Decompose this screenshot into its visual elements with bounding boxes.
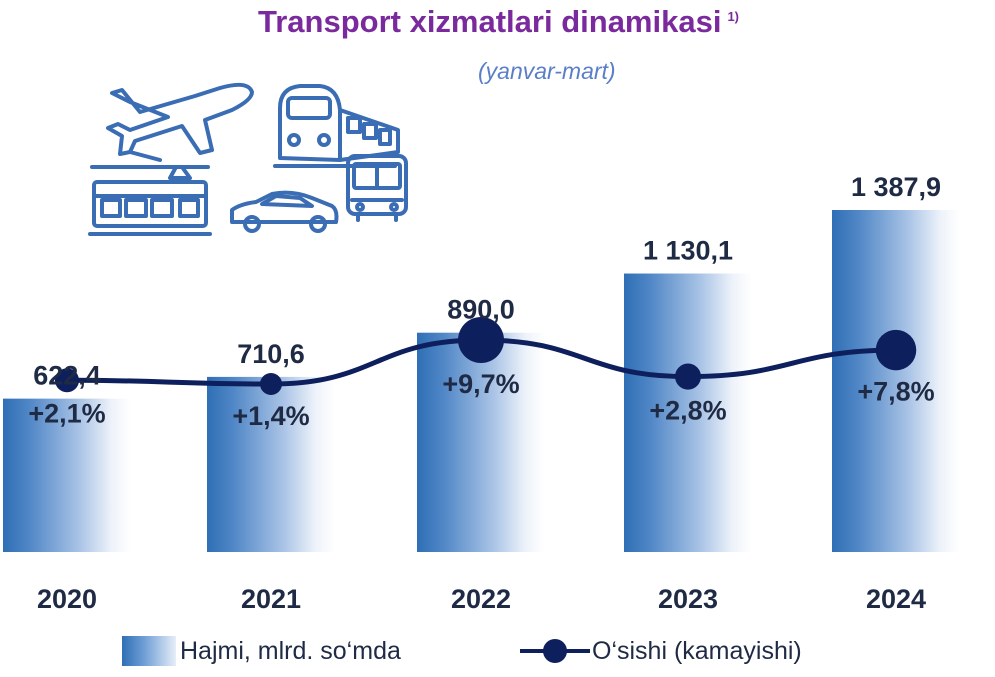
growth-label-2023: +2,8%: [649, 396, 726, 426]
growth-label-2022: +9,7%: [442, 369, 519, 399]
growth-point-2020: [54, 368, 80, 393]
chart-title: Transport xizmatlari dinamikasi 1): [258, 4, 739, 40]
bar-value-label-2022: 890,0: [447, 295, 515, 325]
bar-value-label-2024: 1 387,9: [851, 172, 941, 202]
chart-subtitle: (yanvar-mart): [478, 58, 616, 84]
airplane-icon: [106, 82, 254, 162]
car-icon: [230, 190, 339, 233]
x-tick-label-2020: 2020: [37, 584, 97, 614]
tram-icon: [88, 165, 212, 236]
chart-title-text: Transport xizmatlari dinamikasi: [258, 4, 722, 39]
legend-label-growth: O‘sishi (kamayishi): [592, 636, 802, 665]
bar-2020: [3, 398, 131, 552]
growth-label-2024: +7,8%: [857, 376, 934, 406]
bar-2024: [832, 210, 960, 552]
bar-2021: [207, 376, 335, 552]
legend-item-volume: Hajmi, mlrd. so‘mda: [122, 632, 401, 670]
growth-point-2023: [674, 363, 702, 390]
legend-item-growth: O‘sishi (kamayishi): [520, 632, 802, 670]
bar-2023: [624, 273, 752, 552]
legend-swatch-line: [520, 636, 590, 666]
bar-2022: [417, 332, 545, 552]
x-tick-label-2022: 2022: [451, 584, 511, 614]
bar-value-label-2021: 710,6: [237, 339, 305, 369]
bar-value-label-2020: 622,4: [33, 361, 101, 391]
growth-point-2022: [458, 317, 504, 363]
growth-label-2021: +1,4%: [232, 401, 309, 431]
x-tick-label-2021: 2021: [241, 584, 301, 614]
x-tick-label-2024: 2024: [866, 584, 926, 614]
growth-point-2024: [875, 329, 917, 371]
bar-value-label-2023: 1 130,1: [643, 236, 733, 266]
legend-swatch-bar: [122, 636, 176, 666]
growth-label-2020: +2,1%: [28, 398, 105, 428]
bus-icon: [346, 154, 408, 222]
growth-point-2021: [260, 373, 282, 395]
train-icon: [273, 84, 400, 168]
legend-label-volume: Hajmi, mlrd. so‘mda: [180, 636, 401, 665]
title-footnote-marker: 1): [727, 8, 740, 24]
x-tick-label-2023: 2023: [658, 584, 718, 614]
